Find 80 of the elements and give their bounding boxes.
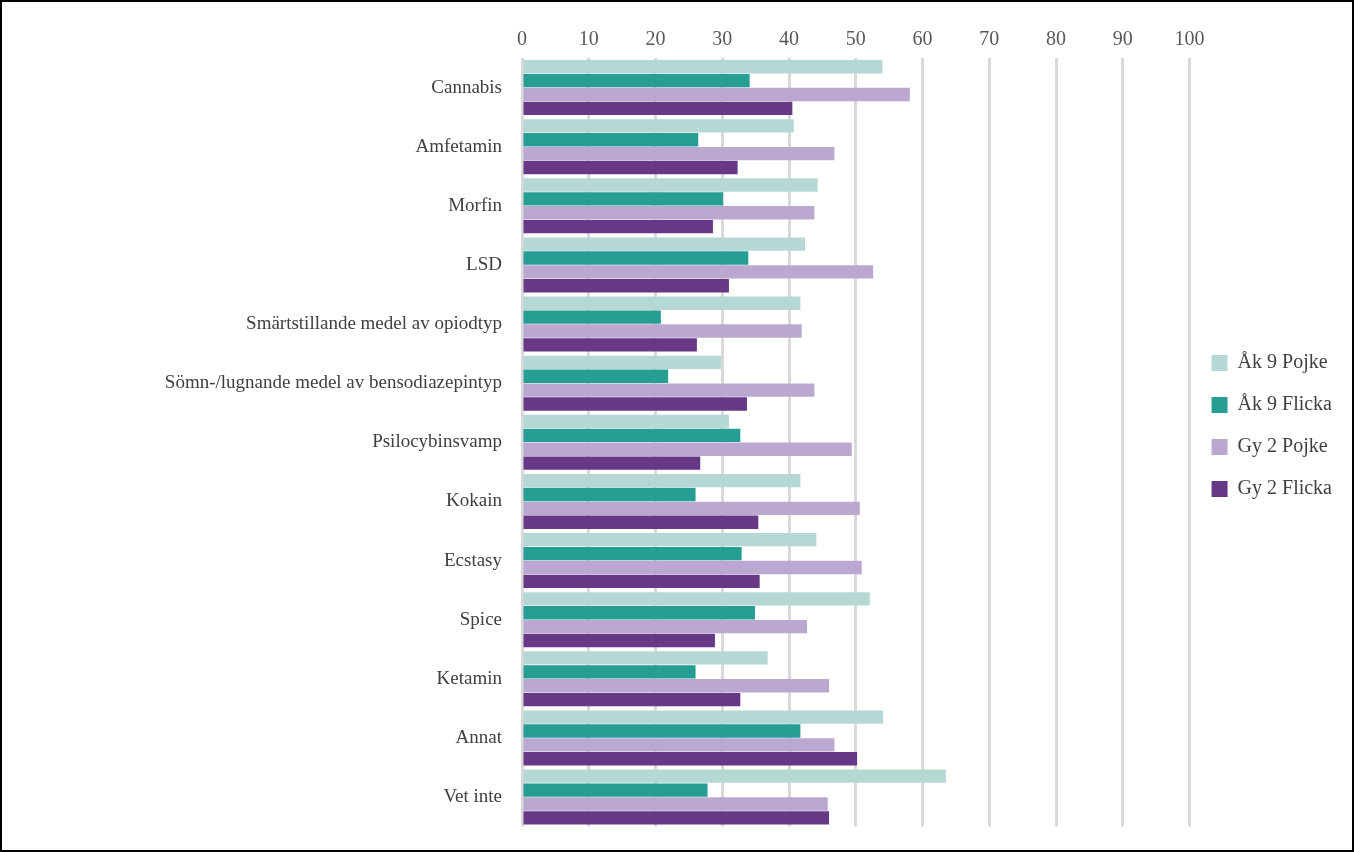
bar <box>523 296 801 310</box>
bar <box>523 533 817 547</box>
x-tick-label: 70 <box>979 27 1000 50</box>
bar <box>523 665 696 679</box>
y-tick-label: Spice <box>459 607 502 629</box>
bar <box>523 324 802 338</box>
bar <box>523 679 830 693</box>
x-tick-label: 20 <box>645 27 666 50</box>
x-tick-label: 100 <box>1174 27 1205 50</box>
y-tick-label: Vet inte <box>443 785 502 807</box>
bar <box>523 797 828 811</box>
bar <box>523 397 747 411</box>
bar <box>523 279 729 293</box>
bar <box>523 206 815 220</box>
bar <box>523 574 760 589</box>
bar <box>523 219 713 234</box>
bar <box>523 265 874 279</box>
bar <box>523 192 723 206</box>
bar <box>523 501 860 516</box>
bar <box>523 355 721 370</box>
bar <box>523 651 768 665</box>
bar <box>523 369 669 383</box>
legend-label: Åk 9 Flicka <box>1237 392 1333 415</box>
bar <box>523 633 715 648</box>
y-tick-label: Ecstasy <box>443 548 503 570</box>
legend-label: Åk 9 Pojke <box>1237 350 1328 374</box>
y-tick-label: Morfin <box>448 193 503 215</box>
bar <box>523 414 729 429</box>
x-tick-label: 30 <box>712 27 733 50</box>
bar <box>523 487 696 502</box>
y-tick-label: Cannabis <box>431 75 502 97</box>
bar <box>523 237 806 251</box>
y-tick-label: Kokain <box>446 489 503 511</box>
bar <box>523 146 835 161</box>
bar <box>523 473 801 488</box>
x-tick-label: 40 <box>779 27 800 50</box>
bar <box>523 338 697 352</box>
bar <box>523 560 862 575</box>
bar <box>523 710 884 724</box>
bar <box>523 811 830 825</box>
y-tick-label: Psilocybinsvamp <box>372 430 502 452</box>
bar <box>523 738 835 752</box>
bar <box>523 592 870 606</box>
y-tick-label: LSD <box>466 252 502 274</box>
bar <box>523 310 661 324</box>
bar <box>523 692 741 707</box>
legend-label: Gy 2 Pojke <box>1237 434 1328 458</box>
bar <box>523 73 750 88</box>
bar <box>523 619 808 634</box>
x-tick-label: 50 <box>845 27 866 50</box>
y-tick-label: Ketamin <box>436 666 503 688</box>
bar <box>523 160 738 175</box>
x-tick-label: 0 <box>517 27 527 50</box>
x-tick-label: 60 <box>912 27 933 50</box>
bar <box>523 101 793 116</box>
bar <box>523 515 759 529</box>
bar <box>523 119 794 133</box>
bar <box>523 251 749 265</box>
bar <box>523 783 708 797</box>
bar <box>523 87 910 102</box>
y-tick-label: Annat <box>455 725 503 747</box>
bar <box>523 752 858 766</box>
bar <box>523 546 742 561</box>
bar <box>523 178 818 192</box>
bar <box>523 60 883 74</box>
bar <box>523 769 946 783</box>
bar <box>523 383 815 397</box>
y-tick-label: Amfetamin <box>415 134 503 156</box>
legend-label: Gy 2 Flicka <box>1237 476 1333 500</box>
x-tick-label: 80 <box>1046 27 1067 50</box>
bar <box>523 133 699 147</box>
y-tick-label: Smärtstillande medel av opiodtyp <box>246 312 502 334</box>
bar <box>523 456 701 470</box>
bar <box>523 428 741 443</box>
bar <box>523 724 801 738</box>
y-tick-label: Sömn-/lugnande medel av bensodiazepintyp <box>164 371 502 393</box>
bar <box>523 442 852 456</box>
x-tick-label: 10 <box>578 27 599 50</box>
bar <box>523 606 755 620</box>
x-tick-label: 90 <box>1112 27 1133 50</box>
